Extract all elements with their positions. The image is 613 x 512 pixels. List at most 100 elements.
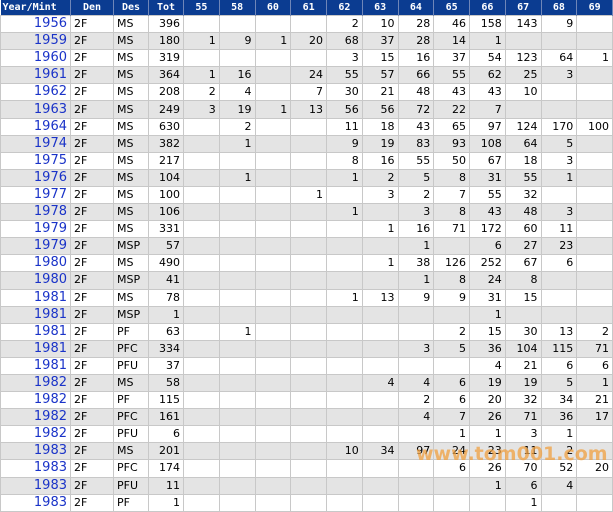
year-link[interactable]: 1964	[0, 117, 71, 136]
number-cell: 2	[576, 322, 613, 341]
number-cell: 26	[469, 459, 506, 478]
number-cell	[218, 493, 256, 512]
column-header: 62	[326, 0, 363, 16]
year-link[interactable]: 1982	[0, 391, 71, 410]
number-cell: 18	[504, 151, 542, 170]
year-link[interactable]: 1982	[0, 373, 71, 393]
number-cell	[183, 237, 220, 256]
year-link[interactable]: 1976	[0, 168, 71, 187]
number-cell	[183, 117, 220, 136]
number-cell: 41	[148, 271, 184, 290]
number-cell	[504, 305, 542, 324]
number-cell: 4	[218, 83, 256, 102]
number-cell	[290, 117, 327, 136]
number-cell	[218, 442, 256, 461]
number-cell	[433, 305, 470, 324]
number-cell: 38	[397, 254, 435, 273]
number-cell: 58	[148, 373, 184, 393]
year-link[interactable]: 1960	[0, 49, 71, 68]
year-link[interactable]: 1980	[0, 271, 71, 290]
number-cell	[504, 32, 542, 51]
number-cell	[254, 288, 292, 307]
number-cell: 126	[433, 254, 470, 273]
number-cell: 13	[540, 322, 578, 341]
year-link[interactable]: 1962	[0, 83, 71, 102]
year-link[interactable]: 1983	[0, 476, 71, 495]
number-cell	[361, 408, 399, 427]
table-row: 1983 2F PFU 11 1 6 4	[0, 476, 613, 495]
table-row: 1964 2F MS 630 2 11 18 43 65 97 124 170 100	[0, 117, 613, 136]
year-link[interactable]: 1981	[0, 305, 71, 324]
year-link[interactable]: 1983	[0, 493, 71, 512]
table-row: 1983 2F MS 201 10 34 97 24 23 11 2	[0, 442, 613, 461]
number-cell: 1	[540, 425, 578, 444]
number-cell: 9	[540, 14, 578, 34]
number-cell: 25	[504, 66, 542, 85]
number-cell	[183, 14, 220, 34]
number-cell	[218, 356, 256, 375]
year-link[interactable]: 1979	[0, 237, 71, 256]
number-cell	[290, 305, 327, 324]
number-cell: 3	[397, 203, 435, 222]
text-cell: 2F	[70, 339, 114, 358]
year-link[interactable]: 1975	[0, 151, 71, 170]
text-cell: 2F	[70, 14, 114, 34]
number-cell: 43	[433, 83, 470, 102]
number-cell: 106	[148, 203, 184, 222]
number-cell: 55	[397, 151, 435, 170]
year-link[interactable]: 1979	[0, 220, 71, 239]
text-cell: MS	[113, 373, 149, 393]
number-cell: 161	[148, 408, 184, 427]
number-cell	[254, 220, 292, 239]
number-cell	[361, 322, 399, 341]
text-cell: MS	[113, 83, 149, 102]
text-cell: PF	[113, 322, 149, 341]
number-cell	[218, 237, 256, 256]
year-link[interactable]: 1974	[0, 134, 71, 153]
number-cell: 3	[361, 185, 399, 205]
year-link[interactable]: 1981	[0, 322, 71, 341]
number-cell	[218, 220, 256, 239]
column-header: 67	[505, 0, 542, 16]
number-cell	[218, 203, 256, 222]
number-cell: 10	[326, 442, 363, 461]
year-link[interactable]: 1983	[0, 459, 71, 478]
number-cell: 57	[361, 66, 399, 85]
number-cell: 124	[504, 117, 542, 136]
year-link[interactable]: 1956	[0, 14, 71, 34]
year-link[interactable]: 1982	[0, 425, 71, 444]
year-link[interactable]: 1977	[0, 185, 71, 205]
year-link[interactable]: 1961	[0, 66, 71, 85]
number-cell: 72	[397, 100, 435, 119]
number-cell: 3	[540, 203, 578, 222]
number-cell: 3	[326, 49, 363, 68]
number-cell: 3	[540, 66, 578, 85]
year-link[interactable]: 1978	[0, 203, 71, 222]
number-cell: 9	[326, 134, 363, 153]
number-cell: 15	[361, 49, 399, 68]
number-cell: 43	[469, 203, 506, 222]
number-cell: 1	[183, 32, 220, 51]
year-link[interactable]: 1959	[0, 32, 71, 51]
number-cell	[218, 373, 256, 393]
year-link[interactable]: 1981	[0, 288, 71, 307]
number-cell: 2	[326, 14, 363, 34]
table-row: 1960 2F MS 319 3 15 16 37 54 123 64 1	[0, 49, 613, 68]
number-cell: 31	[469, 168, 506, 187]
number-cell: 334	[148, 339, 184, 358]
year-link[interactable]: 1981	[0, 339, 71, 358]
number-cell	[576, 203, 613, 222]
number-cell	[540, 288, 578, 307]
year-link[interactable]: 1980	[0, 254, 71, 273]
year-link[interactable]: 1963	[0, 100, 71, 119]
year-link[interactable]: 1981	[0, 356, 71, 375]
number-cell: 16	[361, 151, 399, 170]
column-header: 66	[469, 0, 506, 16]
year-link[interactable]: 1982	[0, 408, 71, 427]
number-cell: 1	[397, 271, 435, 290]
number-cell	[326, 185, 363, 205]
column-header: 60	[255, 0, 292, 16]
year-link[interactable]: 1983	[0, 442, 71, 461]
number-cell: 20	[469, 391, 506, 410]
